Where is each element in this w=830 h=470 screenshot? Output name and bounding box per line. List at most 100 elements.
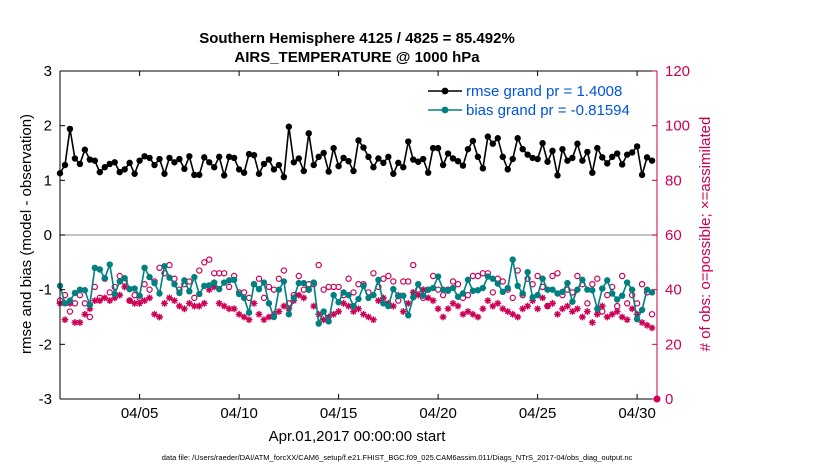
chart-subtitle: AIRS_TEMPERATURE @ 1000 hPa	[234, 49, 480, 66]
rmse-series-point	[315, 153, 322, 161]
obs-assimilated-point	[320, 316, 328, 324]
obs-assimilated-point	[250, 299, 258, 307]
bias-series-point	[574, 286, 581, 293]
rmse-series-point	[444, 150, 452, 157]
bias-series-point	[156, 290, 163, 297]
y-right-tick-label: 100	[665, 118, 690, 135]
bias-series-point	[355, 295, 362, 303]
bias-series-point	[186, 288, 193, 295]
obs-assimilated-point	[494, 299, 502, 307]
obs-assimilated-point	[613, 308, 621, 315]
obs-assimilated-point	[121, 283, 129, 291]
bias-series-point	[260, 279, 268, 286]
obs-possible-point	[320, 286, 327, 293]
bias-series-point	[76, 286, 84, 293]
rmse-series-point	[609, 153, 616, 161]
rmse-series-point	[424, 169, 432, 176]
rmse-series-point	[484, 133, 492, 140]
bias-series-point	[166, 274, 173, 281]
obs-assimilated-point	[379, 294, 387, 302]
rmse-series-point	[295, 155, 302, 162]
bias-series-point	[300, 279, 307, 287]
x-tick-label: 04/30	[618, 405, 656, 422]
bias-series-point	[454, 293, 462, 300]
bias-series-point	[589, 287, 596, 294]
bias-series-point	[504, 284, 511, 292]
obs-possible-point	[201, 259, 208, 266]
rmse-series-point	[449, 155, 457, 162]
obs-assimilated-point	[210, 283, 218, 291]
obs-assimilated-point	[166, 294, 173, 302]
rmse-series-point	[166, 154, 173, 162]
rmse-series-point	[106, 160, 113, 168]
rmse-series-point	[191, 171, 198, 179]
bias-series-point	[419, 292, 427, 299]
obs-assimilated-point	[200, 299, 208, 307]
obs-assimilated-point	[365, 313, 372, 321]
rmse-series-point	[648, 157, 656, 164]
y-right-tick-label: 80	[665, 172, 682, 189]
obs-assimilated-point	[310, 302, 318, 310]
rmse-series-point	[260, 160, 268, 168]
obs-assimilated-point	[161, 299, 168, 307]
rmse-series-point	[519, 145, 526, 153]
bias-series-point	[86, 301, 94, 309]
obs-possible-point	[554, 270, 561, 277]
rmse-series-point	[419, 155, 427, 163]
obs-assimilated-point	[176, 302, 183, 310]
rmse-series-point	[86, 156, 94, 163]
bias-series-point	[131, 285, 138, 292]
obs-assimilated-point	[603, 313, 611, 321]
bias-series-point	[270, 313, 278, 321]
bias-series-point	[370, 291, 377, 299]
bias-series-point	[549, 286, 556, 293]
obs-possible-point	[489, 289, 497, 296]
y-tick-label: -2	[39, 336, 52, 353]
rmse-series-point	[604, 160, 611, 167]
rmse-series-point	[101, 164, 108, 171]
obs-assimilated-point	[519, 305, 527, 313]
obs-assimilated-point	[81, 310, 89, 318]
rmse-series-point	[270, 166, 278, 173]
rmse-series-point	[216, 153, 223, 161]
rmse-series-point	[474, 153, 482, 161]
rmse-series-point	[206, 159, 213, 166]
bias-series-point	[643, 286, 651, 293]
obs-assimilated-point	[131, 299, 139, 307]
bias-series-point	[335, 299, 342, 306]
obs-possible-point	[614, 302, 621, 310]
obs-assimilated-point	[469, 310, 477, 318]
rmse-series-point	[554, 172, 561, 179]
obs-assimilated-point	[111, 294, 119, 302]
x-tick-label: 04/20	[419, 405, 457, 422]
obs-assimilated-point	[628, 305, 636, 313]
obs-assimilated-point	[509, 310, 517, 318]
bias-series-point	[146, 273, 153, 281]
rmse-series-point	[594, 144, 601, 152]
obs-assimilated-point	[474, 313, 482, 321]
obs-possible-point	[385, 272, 392, 280]
obs-assimilated-point	[499, 305, 507, 313]
titles: Southern Hemisphere 4125 / 4825 = 85.492…	[199, 30, 515, 66]
obs-assimilated-point	[370, 316, 377, 324]
rmse-series-point	[240, 169, 248, 176]
bias-series-point	[220, 279, 228, 286]
obs-assimilated-point	[180, 305, 188, 313]
obs-possible-point	[265, 283, 273, 291]
obs-assimilated-point	[190, 302, 198, 310]
obs-assimilated-point	[101, 294, 109, 302]
obs-possible-point	[534, 272, 541, 280]
bias-series-point	[474, 287, 482, 294]
obs-possible-point	[429, 272, 437, 280]
bias-series-point	[116, 278, 123, 285]
rmse-series-point	[579, 157, 586, 164]
rmse-series-point	[400, 164, 407, 171]
obs-possible-point	[186, 278, 193, 285]
obs-assimilated-point	[534, 305, 541, 313]
rmse-series-point	[469, 137, 477, 145]
rmse-series-point	[390, 170, 397, 177]
obs-assimilated-point	[564, 302, 571, 310]
bias-series-point	[405, 312, 412, 319]
bias-series-point	[628, 286, 636, 293]
bias-series-point	[579, 276, 586, 284]
